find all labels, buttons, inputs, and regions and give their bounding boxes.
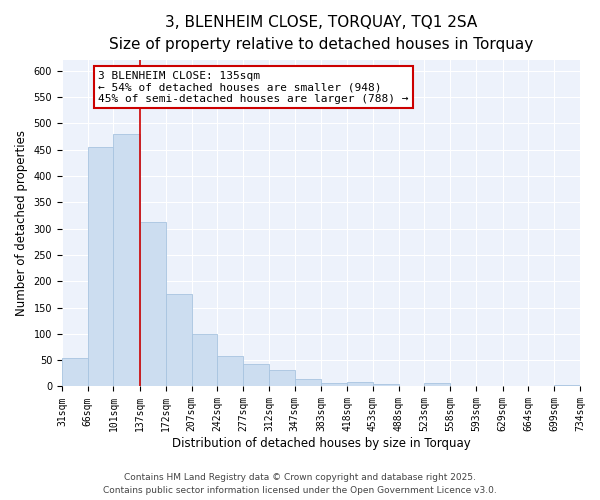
Title: 3, BLENHEIM CLOSE, TORQUAY, TQ1 2SA
Size of property relative to detached houses: 3, BLENHEIM CLOSE, TORQUAY, TQ1 2SA Size…: [109, 15, 533, 52]
Bar: [295, 378, 322, 386]
Y-axis label: Number of detached properties: Number of detached properties: [15, 130, 28, 316]
Bar: [373, 384, 399, 386]
Text: Contains HM Land Registry data © Crown copyright and database right 2025.
Contai: Contains HM Land Registry data © Crown c…: [103, 474, 497, 495]
Bar: [113, 134, 140, 386]
Text: 3 BLENHEIM CLOSE: 135sqm
← 54% of detached houses are smaller (948)
45% of semi-: 3 BLENHEIM CLOSE: 135sqm ← 54% of detach…: [98, 71, 409, 104]
Bar: [166, 294, 191, 386]
Bar: [217, 356, 243, 386]
Bar: [269, 370, 295, 386]
Bar: [243, 364, 269, 386]
Bar: [88, 147, 113, 386]
Bar: [424, 383, 450, 386]
Bar: [140, 222, 166, 386]
X-axis label: Distribution of detached houses by size in Torquay: Distribution of detached houses by size …: [172, 437, 470, 450]
Bar: [322, 384, 347, 386]
Bar: [62, 358, 88, 386]
Bar: [191, 334, 217, 386]
Bar: [347, 382, 373, 386]
